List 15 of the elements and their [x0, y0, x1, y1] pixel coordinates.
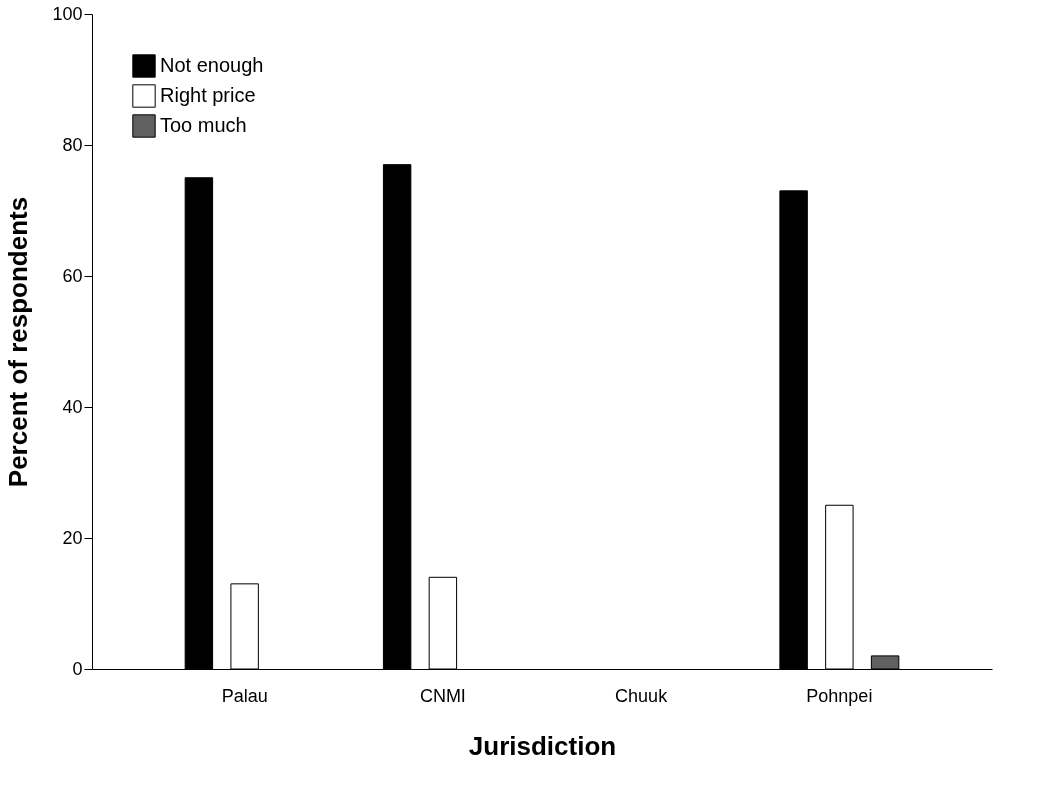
legend-label: Not enough [160, 54, 264, 76]
y-axis-title: Percent of respondents [3, 196, 34, 488]
x-axis-title: Jurisdiction [468, 730, 617, 761]
y-tick-label: 0 [72, 658, 83, 679]
x-tick-label: CNMI [419, 685, 466, 706]
y-tick-label: 40 [62, 396, 83, 417]
legend-label: Too much [160, 114, 247, 136]
y-tick-label: 100 [52, 3, 83, 24]
legend-label: Right price [160, 84, 256, 106]
x-tick-label: Chuuk [615, 685, 669, 706]
x-tick-label: Palau [221, 685, 268, 706]
y-tick-label: 80 [62, 134, 83, 155]
x-tick-label: Pohnpei [806, 685, 873, 706]
y-tick-label: 20 [62, 527, 83, 548]
y-tick-label: 60 [62, 265, 83, 286]
